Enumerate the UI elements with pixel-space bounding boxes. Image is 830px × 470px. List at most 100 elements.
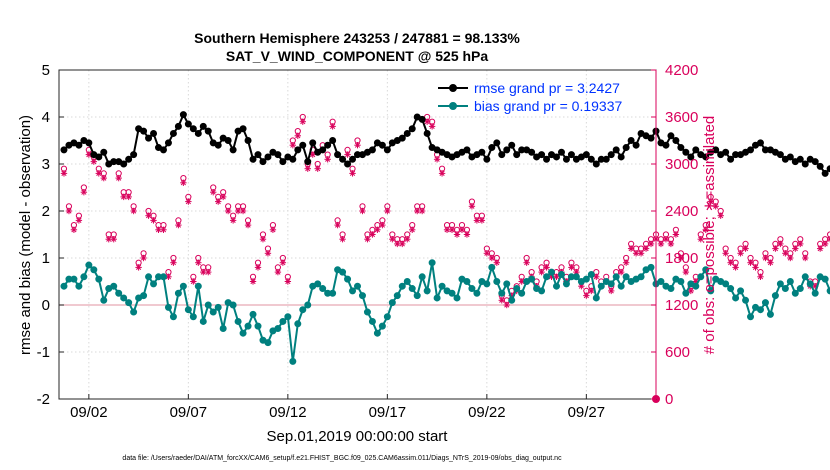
obs-assimilated-point bbox=[389, 236, 396, 243]
bias-point bbox=[145, 273, 153, 281]
obs-assimilated-point bbox=[418, 207, 426, 215]
obs-assimilated-point bbox=[767, 259, 774, 266]
rmse-point bbox=[418, 115, 426, 123]
rmse-point bbox=[85, 139, 93, 147]
axis-ticks: -2 -1 0 1 2 3 4 5 0 600 1200 1800 2400 3000 3600 4200 09… bbox=[37, 62, 699, 421]
bias-point bbox=[677, 278, 685, 285]
obs-assimilated-point bbox=[672, 231, 680, 238]
obs-assimilated-point bbox=[239, 207, 247, 215]
obs-assimilated-point bbox=[523, 259, 530, 266]
rmse-point bbox=[125, 155, 133, 163]
bias-point bbox=[110, 282, 118, 290]
obs-assimilated-point bbox=[224, 207, 232, 215]
bias-point bbox=[518, 289, 526, 297]
obs-assimilated-point bbox=[339, 236, 346, 243]
rmse-point bbox=[150, 129, 158, 137]
obs-assimilated-point bbox=[294, 132, 301, 139]
rmse-point bbox=[727, 155, 735, 163]
obs-assimilated-point bbox=[284, 278, 292, 285]
bias-point bbox=[408, 285, 416, 293]
bias-point bbox=[483, 280, 491, 288]
obs-assimilated-point bbox=[264, 250, 272, 257]
obs-assimilated-point bbox=[697, 236, 704, 243]
bias-point bbox=[448, 289, 456, 297]
obs-assimilated-point bbox=[737, 250, 744, 257]
obs-assimilated-point bbox=[200, 268, 207, 276]
bias-point bbox=[796, 285, 804, 293]
rmse-point bbox=[682, 148, 690, 156]
obs-assimilated-point bbox=[185, 198, 192, 205]
obs-assimilated-point bbox=[538, 268, 545, 276]
rmse-point bbox=[169, 129, 177, 137]
rmse-point bbox=[612, 146, 620, 154]
bias-point bbox=[667, 285, 675, 293]
bias-point bbox=[572, 273, 580, 281]
obs-assimilated-point bbox=[409, 226, 416, 233]
rmse-point bbox=[776, 151, 784, 159]
obs-assimilated-point bbox=[657, 240, 665, 248]
obs-assimilated-point bbox=[349, 170, 356, 177]
obs-assimilated-point bbox=[662, 236, 670, 243]
rmse-point bbox=[159, 146, 167, 154]
bias-point bbox=[438, 282, 446, 290]
obs-assimilated-point bbox=[80, 189, 88, 196]
obs-assimilated-point bbox=[314, 165, 321, 172]
rmse-point bbox=[259, 158, 267, 166]
bias-point bbox=[60, 282, 68, 290]
rmse-point bbox=[279, 158, 287, 166]
rmse-point bbox=[60, 146, 68, 154]
obs-assimilated-point bbox=[543, 264, 550, 271]
bias-point bbox=[100, 296, 108, 304]
obs-assimilated-point bbox=[180, 179, 187, 186]
bias-point bbox=[553, 282, 560, 290]
bias-point bbox=[244, 322, 252, 330]
bias-point bbox=[383, 313, 391, 321]
bias-point bbox=[363, 308, 371, 316]
obs-assimilated-point bbox=[553, 273, 560, 280]
obs-assimilated-point bbox=[369, 231, 376, 238]
obs-assimilated-point bbox=[229, 217, 237, 224]
obs-assimilated-point bbox=[344, 151, 351, 158]
obs-assimilated-point bbox=[379, 221, 386, 229]
bias-point bbox=[125, 299, 133, 307]
rmse-point bbox=[368, 146, 376, 154]
bias-point bbox=[737, 287, 745, 295]
obs-assimilated-point bbox=[205, 268, 212, 276]
bias-point bbox=[597, 282, 605, 290]
obs-assimilated-point bbox=[702, 226, 709, 233]
rmse-point bbox=[478, 148, 486, 156]
rmse-point bbox=[378, 141, 386, 149]
plot-area bbox=[60, 111, 830, 403]
rmse-point bbox=[498, 151, 506, 159]
rmse-point bbox=[712, 146, 720, 154]
obs-assimilated-point bbox=[309, 151, 316, 158]
bias-point bbox=[647, 263, 655, 271]
bias-point bbox=[766, 310, 774, 318]
bias-point bbox=[234, 317, 242, 325]
x-tick-label: 09/17 bbox=[369, 404, 407, 421]
bias-point bbox=[732, 294, 740, 302]
rmse-point bbox=[528, 148, 536, 156]
obs-assimilated-point bbox=[747, 259, 754, 266]
x-tick-label: 09/02 bbox=[70, 404, 108, 421]
rmse-point bbox=[199, 122, 207, 130]
obs-assimilated-point bbox=[175, 221, 182, 229]
obs-assimilated-point bbox=[772, 245, 779, 252]
rmse-point bbox=[801, 160, 809, 168]
rmse-point bbox=[179, 111, 187, 119]
rmse-point bbox=[667, 132, 675, 140]
y-right-tick-label: 4200 bbox=[665, 62, 698, 79]
obs-assimilated-point bbox=[145, 212, 152, 219]
bias-point bbox=[274, 325, 282, 332]
rmse-point bbox=[229, 146, 237, 154]
rmse-point bbox=[244, 137, 252, 144]
bias-point bbox=[657, 278, 665, 285]
bias-point bbox=[75, 282, 83, 290]
obs-assimilated-point bbox=[65, 207, 73, 215]
obs-assimilated-point bbox=[274, 268, 282, 276]
obs-assimilated-point bbox=[70, 226, 78, 233]
obs-assimilated-point bbox=[234, 207, 242, 215]
obs-assimilated-point bbox=[518, 278, 525, 285]
rmse-point bbox=[204, 127, 212, 135]
rmse-point bbox=[184, 120, 192, 128]
